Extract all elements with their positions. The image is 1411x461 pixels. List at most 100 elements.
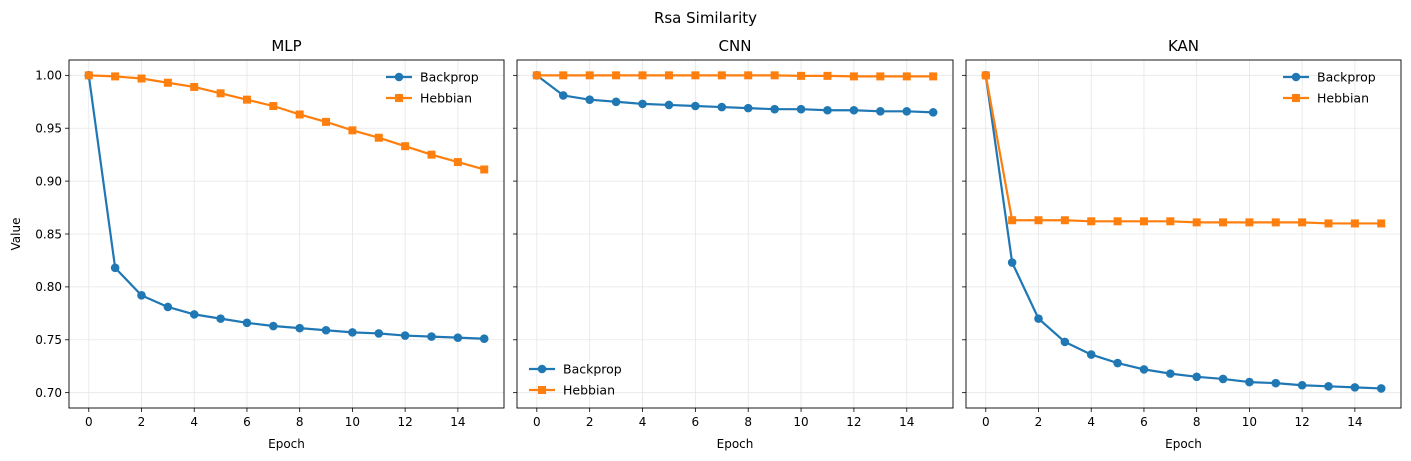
x-tick-label: 12 <box>1294 415 1309 429</box>
data-point-hebbian <box>1139 217 1148 226</box>
data-point-hebbian <box>929 72 938 81</box>
data-point-backprop <box>216 314 225 323</box>
data-point-backprop <box>1218 374 1228 384</box>
legend: Backprop Hebbian <box>1283 70 1376 106</box>
x-tick-label: 0 <box>982 415 990 429</box>
x-tick-label: 14 <box>450 415 465 429</box>
data-point-hebbian <box>269 102 278 111</box>
legend: Backprop Hebbian <box>529 362 622 398</box>
legend-swatch-marker <box>395 94 403 102</box>
y-tick-label: 0.95 <box>35 122 62 136</box>
legend-label: Backprop <box>563 362 622 377</box>
data-point-hebbian <box>1324 219 1333 228</box>
panel-title: KAN <box>1168 37 1199 55</box>
y-tick-label: 0.80 <box>35 280 62 294</box>
legend-swatch-marker <box>537 364 547 374</box>
data-point-hebbian <box>453 158 462 167</box>
data-point-backprop <box>717 102 727 112</box>
x-tick-label: 12 <box>846 415 861 429</box>
data-point-backprop <box>242 318 252 328</box>
data-point-hebbian <box>84 71 93 80</box>
data-point-backprop <box>453 333 463 342</box>
data-point-hebbian <box>295 110 304 119</box>
data-point-backprop <box>823 105 832 115</box>
data-point-hebbian <box>1034 216 1043 225</box>
legend-swatch-marker <box>1292 94 1300 102</box>
legend-swatch-marker <box>1291 72 1301 82</box>
data-point-hebbian <box>1008 216 1017 225</box>
x-tick-label: 2 <box>138 415 146 429</box>
data-point-hebbian <box>1113 217 1122 226</box>
data-point-backprop <box>1139 365 1149 374</box>
data-point-hebbian <box>1219 218 1228 227</box>
legend-swatch-marker <box>394 72 404 82</box>
data-point-backprop <box>1086 350 1096 359</box>
data-point-hebbian <box>216 89 225 98</box>
panel-title: CNN <box>719 37 752 55</box>
data-point-hebbian <box>480 165 489 174</box>
data-point-hebbian <box>190 82 199 91</box>
data-point-backprop <box>691 101 700 111</box>
data-point-backprop <box>479 334 489 344</box>
data-point-hebbian <box>1271 218 1280 227</box>
data-point-hebbian <box>849 72 858 81</box>
legend-label: Backprop <box>420 70 479 85</box>
figure-title: Rsa Similarity <box>654 9 757 27</box>
x-tick-label: 0 <box>85 415 93 429</box>
series-backprop <box>532 71 938 117</box>
series-line-hebbian <box>984 75 1382 225</box>
x-tick-label: 2 <box>1035 415 1043 429</box>
data-point-backprop <box>1166 369 1175 378</box>
series-line-backprop <box>536 74 934 114</box>
x-tick-label: 8 <box>1193 415 1201 429</box>
data-point-hebbian <box>876 72 885 81</box>
x-tick-label: 4 <box>639 415 647 429</box>
data-point-hebbian <box>1298 218 1307 227</box>
data-point-backprop <box>427 332 436 341</box>
data-point-hebbian <box>427 150 436 159</box>
data-point-backprop <box>189 310 199 319</box>
data-point-backprop <box>1350 383 1360 392</box>
data-point-backprop <box>638 99 647 109</box>
data-point-backprop <box>137 291 146 300</box>
data-point-hebbian <box>374 133 383 142</box>
panel-mlp: 0 2 4 6 8 10 12 14 0.70 0.75 0.80 0.85 0.90 0.95 1.00 M… <box>9 37 505 451</box>
data-point-hebbian <box>770 71 779 80</box>
data-point-hebbian <box>1060 216 1069 225</box>
data-point-hebbian <box>717 71 726 80</box>
data-point-hebbian <box>348 126 357 135</box>
legend-label: Hebbian <box>1317 91 1369 106</box>
data-point-hebbian <box>902 72 911 81</box>
data-point-backprop <box>902 107 912 116</box>
y-tick-label: 0.75 <box>35 333 62 347</box>
panel-title: MLP <box>271 37 301 55</box>
x-axis-label: Epoch <box>1165 437 1202 451</box>
x-axis-label: Epoch <box>717 437 754 451</box>
data-point-hebbian <box>242 95 251 104</box>
x-axis-label: Epoch <box>268 437 305 451</box>
data-point-hebbian <box>1166 217 1175 226</box>
data-point-backprop <box>611 97 621 107</box>
data-point-backprop <box>1297 380 1307 390</box>
panels: 0 2 4 6 8 10 12 14 0.70 0.75 0.80 0.85 0.90 0.95 1.00 M… <box>9 37 1402 451</box>
x-tick-label: 4 <box>1087 415 1095 429</box>
legend: Backprop Hebbian <box>386 70 479 106</box>
data-point-backprop <box>876 107 885 116</box>
data-point-hebbian <box>1377 219 1386 228</box>
series-line-hebbian <box>88 74 485 171</box>
y-tick-label: 0.85 <box>35 227 62 241</box>
legend-label: Hebbian <box>420 91 472 106</box>
data-point-hebbian <box>981 71 990 80</box>
axes-frame <box>965 59 1402 409</box>
data-point-backprop <box>849 105 859 115</box>
data-point-backprop <box>558 91 568 100</box>
data-point-backprop <box>1113 358 1122 368</box>
x-tick-label: 8 <box>744 415 752 429</box>
data-point-backprop <box>1245 377 1254 387</box>
data-point-hebbian <box>1350 219 1359 228</box>
data-point-backprop <box>321 325 331 335</box>
data-point-hebbian <box>1192 218 1201 227</box>
data-point-backprop <box>770 104 779 114</box>
axes-frame <box>68 59 505 409</box>
x-tick-label: 6 <box>692 415 700 429</box>
